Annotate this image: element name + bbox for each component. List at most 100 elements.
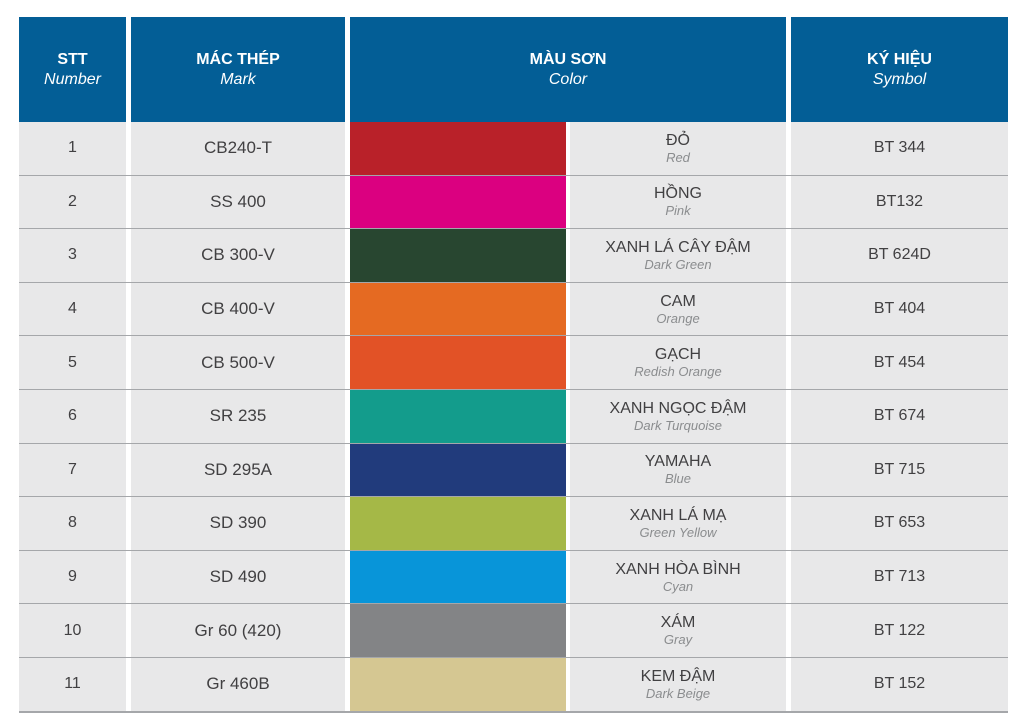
row-number: 3 [19,229,126,282]
color-swatch [350,282,566,336]
row-number: 9 [19,550,126,604]
color-name-en: Orange [656,310,700,326]
color-swatch [350,229,566,282]
color-name-en: Cyan [662,578,694,594]
row-symbol: BT132 [791,175,1008,229]
row-symbol: BT 624D [791,229,1008,282]
header-symbol: KÝ HIỆU Symbol [791,17,1008,122]
table-body: 1 CB240-T ĐỎ Red BT 344 2 SS 400 HỒNG Pi… [19,122,1008,713]
row-number: 8 [19,497,126,550]
table-row: 1 CB240-T ĐỎ Red BT 344 [19,122,1008,176]
steel-color-table: STT Number MÁC THÉP Mark MÀU SƠN Color K… [19,17,1008,713]
row-number: 5 [19,336,126,389]
row-symbol: BT 715 [791,443,1008,497]
color-name-vn: XANH HÒA BÌNH [615,560,741,578]
row-mark: SD 390 [131,497,345,550]
color-name-vn: KEM ĐẬM [640,667,716,685]
row-symbol: BT 674 [791,389,1008,443]
color-swatch [350,657,566,711]
color-name: ĐỎ Red [570,122,786,175]
color-name: HỒNG Pink [570,175,786,229]
color-name: GẠCH Redish Orange [570,336,786,389]
color-name-en: Blue [664,471,692,487]
color-name-en: Pink [665,203,691,219]
color-name-en: Dark Green [644,256,712,272]
color-swatch [350,122,566,175]
table-row: 9 SD 490 XANH HÒA BÌNH Cyan BT 713 [19,550,1008,605]
row-number: 10 [19,604,126,657]
color-name-vn: ĐỎ [666,131,690,149]
color-name-vn: YAMAHA [644,453,712,471]
row-mark: SR 235 [131,389,345,443]
row-symbol: BT 152 [791,657,1008,711]
header-mark-vn: MÁC THÉP [196,50,280,68]
table-row: 6 SR 235 XANH NGỌC ĐẬM Dark Turquoise BT… [19,389,1008,444]
row-symbol: BT 713 [791,550,1008,604]
color-swatch [350,497,566,550]
row-number: 1 [19,122,126,175]
table-row: 4 CB 400-V CAM Orange BT 404 [19,282,1008,337]
color-swatch [350,550,566,604]
row-mark: CB240-T [131,122,345,175]
color-name-vn: GẠCH [654,346,702,364]
color-name-vn: CAM [660,292,696,310]
table-row: 2 SS 400 HỒNG Pink BT132 [19,175,1008,230]
color-swatch [350,389,566,443]
color-name-en: Green Yellow [639,524,717,540]
row-mark: CB 400-V [131,282,345,336]
color-name-en: Dark Turquoise [634,417,722,433]
color-name-vn: XANH NGỌC ĐẬM [609,399,747,417]
color-swatch [350,604,566,657]
row-symbol: BT 344 [791,122,1008,175]
color-name: XANH LÁ CÂY ĐẬM Dark Green [570,229,786,282]
header-stt-vn: STT [57,50,88,68]
row-mark: SS 400 [131,175,345,229]
table-row: 11 Gr 460B KEM ĐẬM Dark Beige BT 152 [19,657,1008,713]
table-row: 5 CB 500-V GẠCH Redish Orange BT 454 [19,336,1008,390]
color-name: XANH HÒA BÌNH Cyan [570,550,786,604]
color-swatch [350,175,566,229]
color-name-en: Red [666,149,690,165]
color-name-en: Gray [663,632,693,648]
row-symbol: BT 653 [791,497,1008,550]
color-name-en: Dark Beige [645,685,711,701]
color-name: XANH LÁ MẠ Green Yellow [570,497,786,550]
row-symbol: BT 454 [791,336,1008,389]
color-name-vn: HỒNG [654,185,702,203]
row-mark: CB 500-V [131,336,345,389]
row-mark: SD 490 [131,550,345,604]
color-name: XANH NGỌC ĐẬM Dark Turquoise [570,389,786,443]
color-swatch [350,336,566,389]
header-stt-en: Number [44,70,101,88]
table-row: 3 CB 300-V XANH LÁ CÂY ĐẬM Dark Green BT… [19,229,1008,283]
row-symbol: BT 404 [791,282,1008,336]
row-number: 2 [19,175,126,229]
table-row: 7 SD 295A YAMAHA Blue BT 715 [19,443,1008,498]
row-number: 7 [19,443,126,497]
header-mark-en: Mark [220,70,256,88]
table-row: 10 Gr 60 (420) XÁM Gray BT 122 [19,604,1008,658]
row-number: 4 [19,282,126,336]
row-number: 6 [19,389,126,443]
row-mark: Gr 460B [131,657,345,711]
color-name: YAMAHA Blue [570,443,786,497]
color-name: XÁM Gray [570,604,786,657]
header-color: MÀU SƠN Color [350,17,786,122]
color-name-vn: XANH LÁ CÂY ĐẬM [605,238,751,256]
color-name-vn: XÁM [660,614,696,632]
color-swatch [350,443,566,497]
color-name: KEM ĐẬM Dark Beige [570,657,786,711]
color-name-en: Redish Orange [634,364,722,380]
row-mark: SD 295A [131,443,345,497]
table-header: STT Number MÁC THÉP Mark MÀU SƠN Color K… [19,17,1008,122]
color-name-vn: XANH LÁ MẠ [629,506,727,524]
row-mark: Gr 60 (420) [131,604,345,657]
color-name: CAM Orange [570,282,786,336]
header-symbol-vn: KÝ HIỆU [867,50,932,68]
row-symbol: BT 122 [791,604,1008,657]
header-color-vn: MÀU SƠN [529,50,607,68]
header-stt: STT Number [19,17,126,122]
header-symbol-en: Symbol [872,70,927,88]
header-mark: MÁC THÉP Mark [131,17,345,122]
row-number: 11 [19,657,126,711]
